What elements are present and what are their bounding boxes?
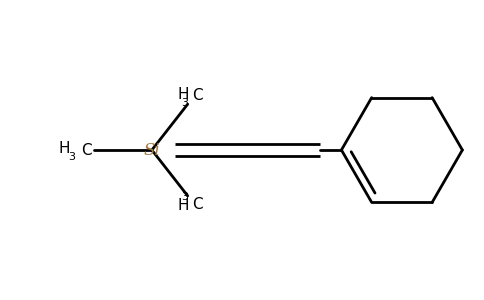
Text: C: C (192, 197, 203, 212)
Text: 3: 3 (181, 98, 188, 108)
Text: H: H (177, 87, 189, 102)
Text: 3: 3 (68, 152, 75, 162)
Text: H: H (177, 198, 189, 213)
Text: Si: Si (143, 142, 160, 158)
Text: C: C (81, 142, 91, 158)
Text: H: H (59, 141, 71, 156)
Text: 3: 3 (181, 192, 188, 202)
Text: C: C (192, 88, 203, 103)
